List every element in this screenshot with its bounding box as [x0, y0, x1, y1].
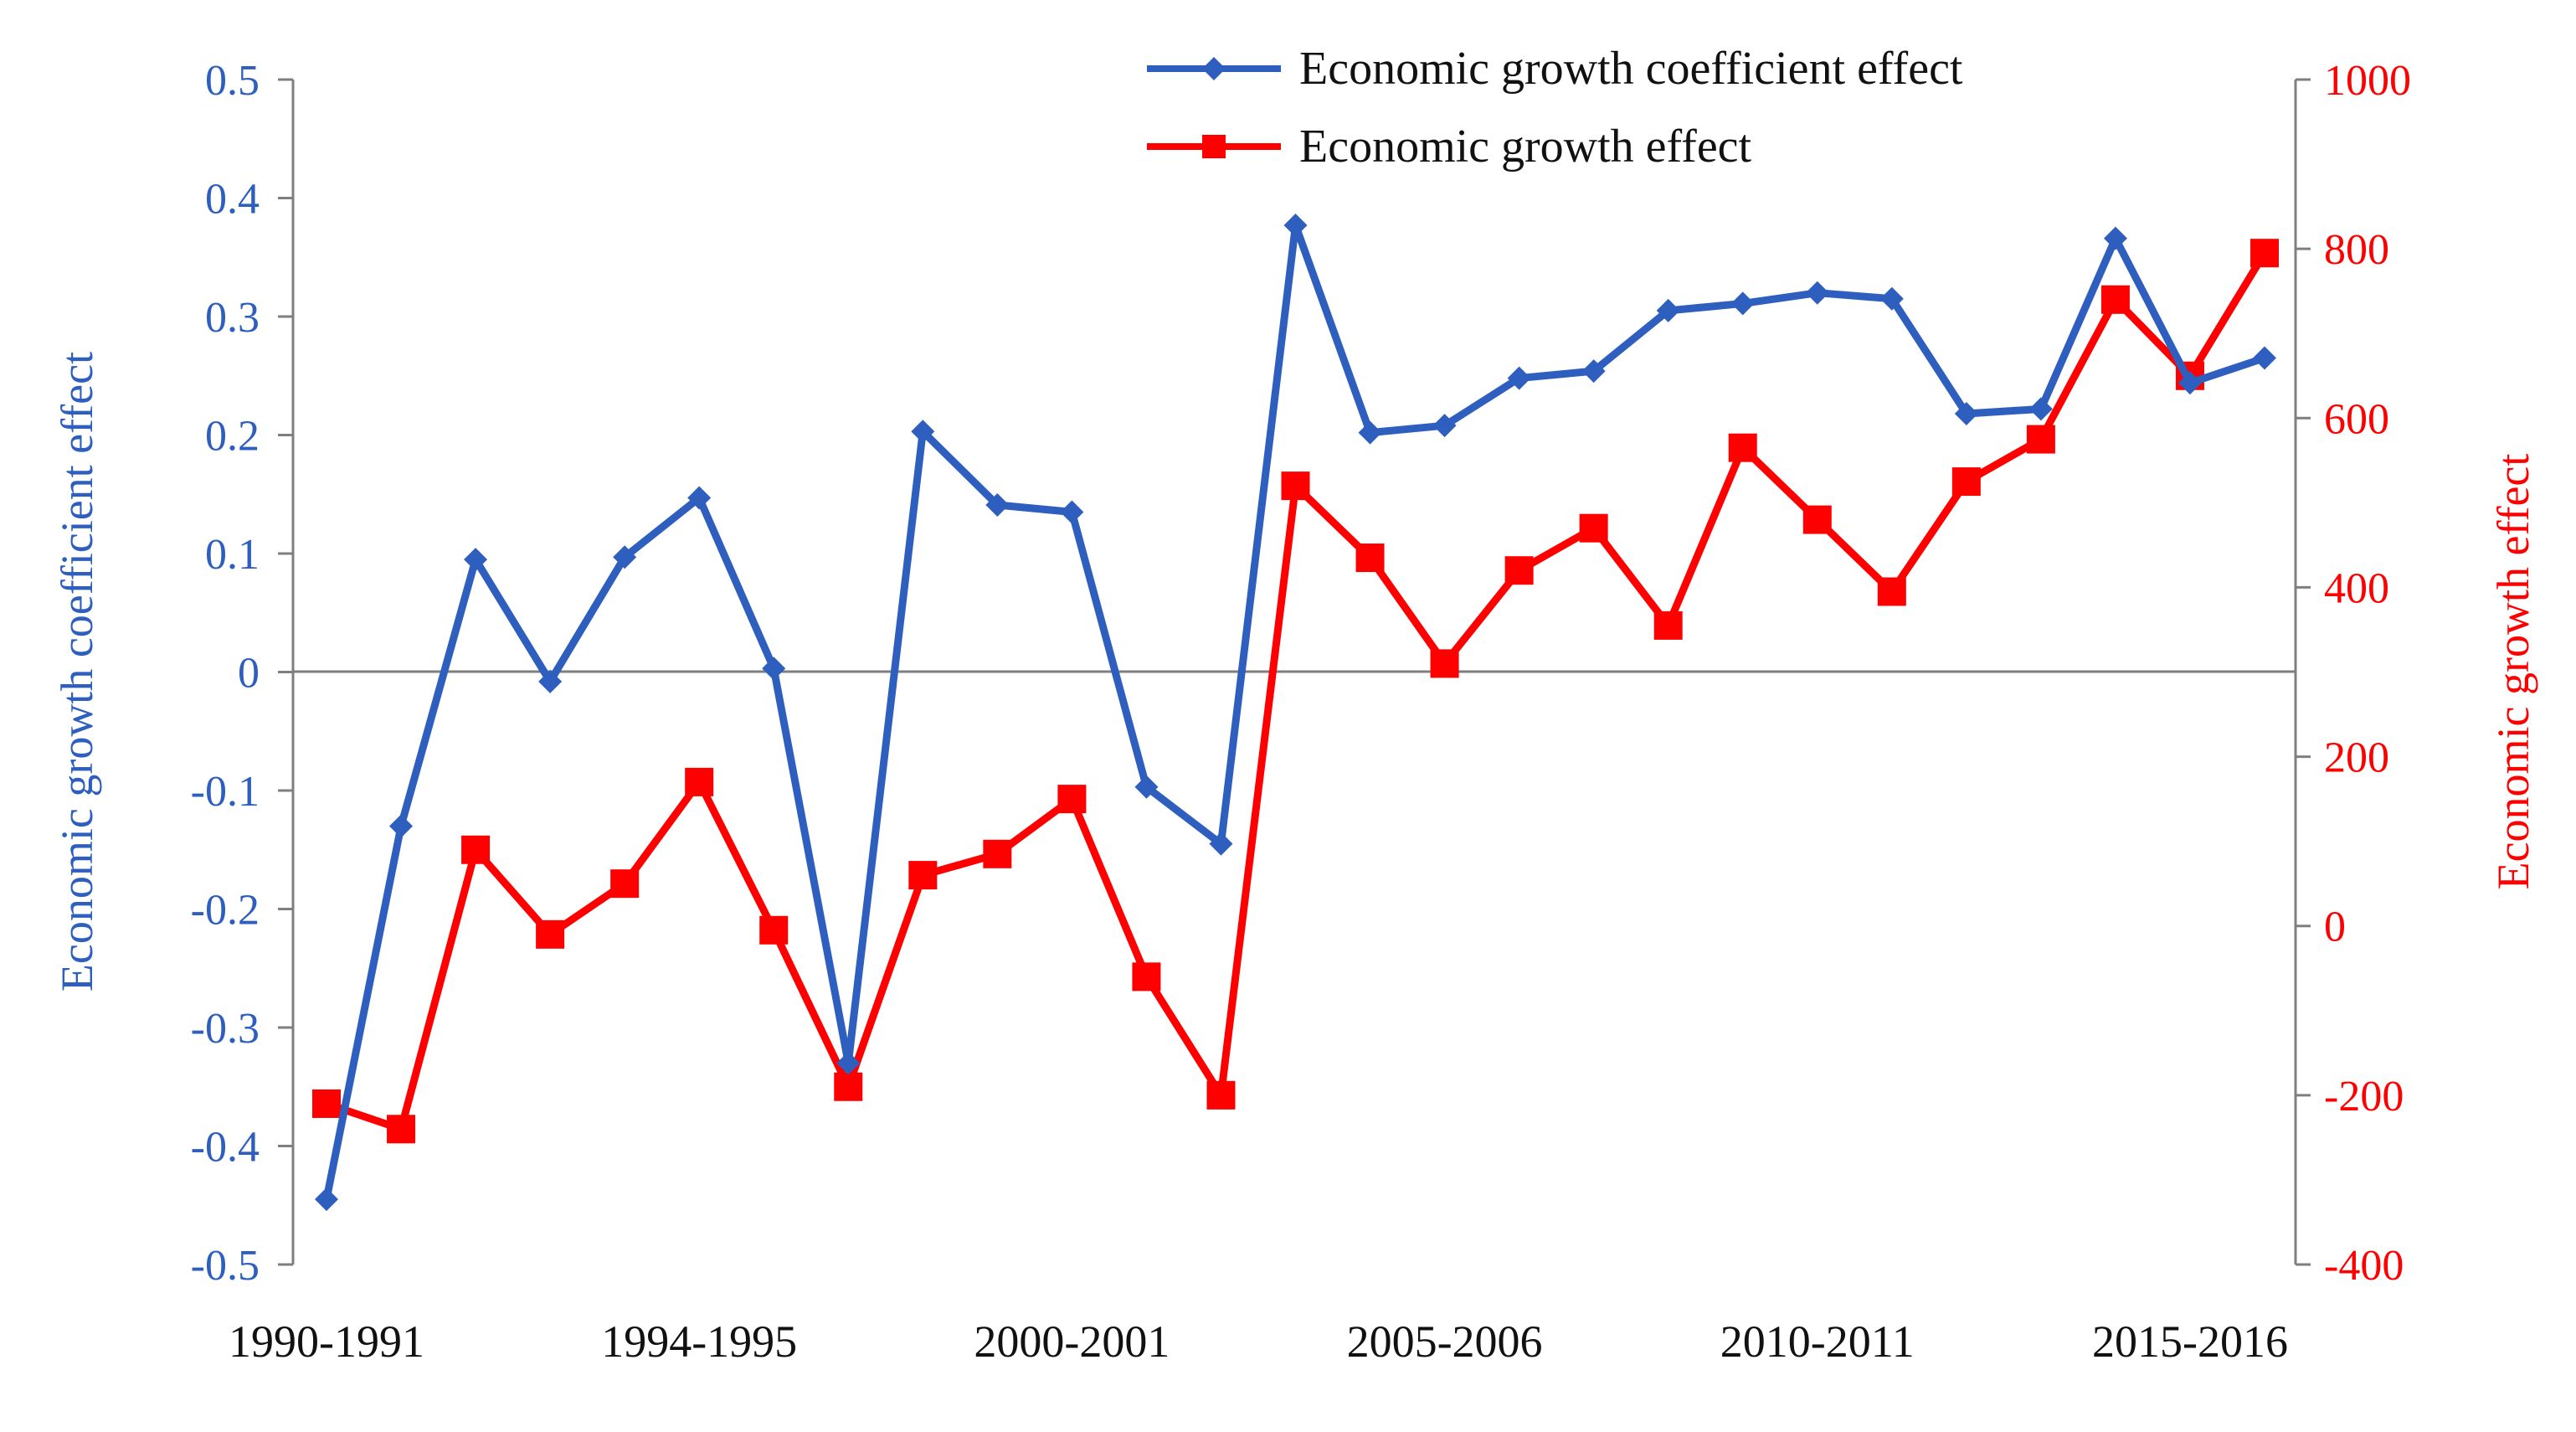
- right-tick-label: 800: [2324, 226, 2389, 274]
- data-point-growth: [1206, 1080, 1236, 1110]
- data-point-growth: [1430, 649, 1459, 678]
- right-axis-title: Economic growth effect: [2488, 454, 2538, 890]
- x-tick-label: 2010-2011: [1720, 1316, 1915, 1367]
- data-point-coefficient: [911, 420, 935, 444]
- data-point-coefficient: [2253, 346, 2276, 370]
- legend-label-coefficient: Economic growth coefficient effect: [1299, 43, 1963, 95]
- data-point-coefficient: [1134, 775, 1159, 799]
- data-point-coefficient: [1060, 500, 1084, 524]
- left-tick-label: -0.5: [191, 1242, 260, 1290]
- data-point-growth: [1579, 513, 1608, 543]
- data-point-coefficient: [1805, 281, 1829, 305]
- data-point-coefficient: [836, 1051, 861, 1075]
- data-point-coefficient: [1656, 298, 1680, 322]
- data-point-coefficient: [1358, 420, 1382, 445]
- data-point-coefficient: [1581, 359, 1606, 384]
- legend-label-growth: Economic growth effect: [1299, 121, 1752, 173]
- data-point-growth: [1504, 556, 1534, 585]
- series-layer: [312, 214, 2279, 1212]
- x-tick-label: 2005-2006: [1347, 1316, 1543, 1367]
- right-tick-label: 200: [2324, 734, 2389, 782]
- data-point-coefficient: [2178, 371, 2202, 395]
- x-tick-label: 2015-2016: [2092, 1316, 2288, 1367]
- data-point-growth: [685, 767, 714, 796]
- data-point-growth: [1802, 505, 1832, 534]
- right-tick-label: 0: [2324, 904, 2346, 951]
- data-point-coefficient: [762, 657, 786, 681]
- legend-marker-coefficient: [1202, 57, 1226, 80]
- left-axis-title: Economic growth coefficient effect: [52, 352, 102, 992]
- data-point-growth: [536, 919, 565, 949]
- data-point-coefficient: [538, 669, 563, 693]
- data-point-growth: [2250, 239, 2279, 268]
- data-point-coefficient: [315, 1187, 338, 1212]
- data-point-growth: [834, 1072, 863, 1101]
- left-tick-label: 0.1: [205, 531, 260, 579]
- series-line-coefficient: [322, 221, 2266, 1201]
- right-tick-label: 400: [2324, 564, 2389, 612]
- x-tick-label: 1990-1991: [229, 1316, 424, 1367]
- left-tick-label: -0.3: [191, 1005, 260, 1053]
- left-tick-label: 0.4: [205, 176, 260, 224]
- data-point-growth: [312, 1089, 341, 1118]
- legend-marker-growth: [1202, 135, 1226, 158]
- left-tick-label: 0: [238, 650, 260, 698]
- left-tick-label: -0.4: [191, 1124, 260, 1172]
- x-tick-label: 1994-1995: [601, 1316, 797, 1367]
- left-tick-label: 0.3: [205, 294, 260, 342]
- data-point-coefficient: [2028, 397, 2053, 421]
- data-point-coefficient: [1730, 291, 1755, 316]
- right-tick-label: -400: [2324, 1242, 2404, 1290]
- data-point-coefficient: [687, 486, 712, 510]
- data-point-growth: [759, 915, 789, 945]
- legend: Economic growth coefficient effect Econo…: [1147, 43, 1963, 173]
- right-tick-group: 1000 800 600 400 200 0 -200 -400: [2296, 57, 2411, 1290]
- data-point-growth: [1057, 785, 1087, 814]
- data-point-growth: [983, 839, 1012, 868]
- data-point-growth: [2100, 285, 2130, 314]
- data-point-growth: [1281, 471, 1310, 501]
- right-tick-label: -200: [2324, 1073, 2404, 1120]
- data-point-growth: [461, 835, 491, 864]
- right-tick-label: 1000: [2324, 57, 2411, 105]
- data-point-growth: [2026, 425, 2055, 454]
- left-tick-label: 0.2: [205, 413, 260, 461]
- data-point-coefficient: [464, 548, 488, 572]
- data-point-growth: [387, 1115, 416, 1144]
- left-tick-label: -0.2: [191, 887, 260, 935]
- data-point-growth: [1728, 433, 1757, 462]
- data-point-growth: [1132, 962, 1161, 992]
- data-point-growth: [610, 869, 640, 899]
- data-point-coefficient: [613, 545, 637, 569]
- data-point-growth: [1355, 543, 1385, 573]
- data-point-coefficient: [1507, 366, 1531, 390]
- left-tick-label: -0.1: [191, 768, 260, 816]
- data-point-growth: [908, 861, 938, 890]
- left-tick-label: 0.5: [205, 57, 260, 105]
- x-tick-label: 2000-2001: [974, 1316, 1170, 1367]
- data-point-coefficient: [985, 492, 1010, 517]
- x-tick-group: 1990-1991 1994-1995 2000-2001 2005-2006 2010…: [229, 1316, 2288, 1367]
- data-point-coefficient: [1283, 214, 1308, 238]
- right-tick-label: 600: [2324, 395, 2389, 443]
- data-point-coefficient: [1879, 286, 1904, 311]
- series-line-growth: [325, 250, 2268, 1133]
- data-point-coefficient: [1954, 402, 1978, 426]
- data-point-coefficient: [389, 814, 414, 838]
- data-point-growth: [1877, 577, 1906, 606]
- data-point-growth: [1951, 467, 1981, 497]
- data-point-coefficient: [2103, 226, 2127, 250]
- data-point-growth: [1653, 610, 1683, 640]
- left-tick-group: 0.5 0.4 0.3 0.2 0.1 0 -0.1 -0.2 -0.3 -0.4 -0.5: [191, 57, 293, 1290]
- data-point-coefficient: [1432, 414, 1457, 438]
- data-point-coefficient: [1209, 832, 1233, 856]
